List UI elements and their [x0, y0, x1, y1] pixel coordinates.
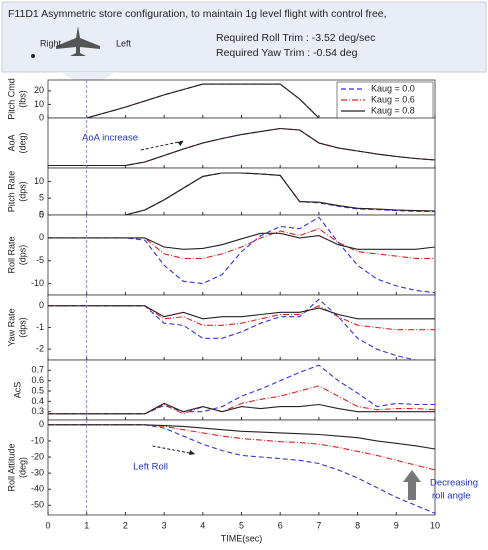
y-tick-label: 0	[39, 112, 44, 122]
y-tick-label: -5	[36, 255, 44, 265]
aircraft-icon	[56, 26, 100, 56]
y-tick-label: -20	[31, 451, 44, 461]
series-line	[48, 424, 436, 450]
y-tick-label: 10	[34, 99, 44, 109]
y-tick-label: 0.5	[31, 385, 44, 395]
annotation: AoA increase	[82, 133, 138, 144]
y-tick-label: -10	[31, 278, 44, 288]
x-tick-label: 1	[84, 520, 89, 530]
y-tick-label: -2	[36, 344, 44, 354]
series-line	[48, 385, 436, 415]
legend-label: Kaug = 0.8	[371, 105, 415, 115]
y-axis-label: (dps)	[17, 181, 27, 202]
y-axis-label: Pitch Rate	[6, 171, 16, 213]
series-line	[48, 127, 436, 167]
series-line	[48, 402, 435, 415]
x-tick-label: 2	[123, 520, 128, 530]
y-tick-label: -1	[36, 322, 44, 332]
y-tick-label: 0	[39, 419, 44, 429]
series-line	[48, 232, 436, 250]
x-tick-label: 7	[316, 520, 321, 530]
x-tick-label: 8	[355, 520, 360, 530]
annotation-arrow	[140, 140, 184, 151]
right-label: Right	[40, 38, 62, 48]
x-tick-label: 0	[45, 520, 50, 530]
y-axis-label: Roll Rate	[6, 236, 16, 273]
y-axis-label: (deg)	[17, 132, 27, 153]
plot-frame	[47, 167, 436, 216]
y-tick-label: 0.7	[31, 365, 44, 375]
legend-label: Kaug = 0.6	[371, 94, 415, 104]
y-axis-label: Roll Attitude	[6, 443, 16, 491]
y-tick-label: 0	[39, 232, 44, 242]
y-tick-label: 5	[39, 193, 44, 203]
y-axis-label: (lbs)	[17, 90, 27, 108]
x-tick-label: 6	[278, 520, 283, 530]
x-tick-label: 9	[394, 520, 399, 530]
series-line	[48, 228, 435, 259]
arrow-head	[177, 141, 184, 146]
y-axis-label: (dps)	[17, 245, 27, 266]
y-tick-label: 5	[39, 209, 44, 219]
y-tick-label: -50	[31, 500, 44, 510]
y-axis-label: (deg)	[17, 457, 27, 478]
annotation: Decreasing	[430, 478, 478, 489]
y-tick-label: 0	[39, 209, 44, 219]
x-tick-label: 3	[162, 520, 167, 530]
y-tick-label: -10	[31, 435, 44, 445]
x-axis-label: TIME(sec)	[221, 533, 263, 543]
left-label: Left	[116, 38, 132, 48]
x-tick-label: 4	[200, 520, 205, 530]
y-axis-label: AoA	[6, 134, 16, 151]
y-axis-label: AcS	[12, 382, 22, 399]
x-tick-label: 5	[239, 520, 244, 530]
gray-arrow	[403, 470, 421, 500]
plot-frame	[47, 419, 436, 516]
y-tick-label: 0.3	[31, 406, 44, 416]
y-axis-label: (dps)	[17, 317, 27, 338]
header-title: F11D1 Asymmetric store configuration, to…	[8, 8, 387, 20]
legend-label: Kaug = 0.0	[371, 83, 415, 93]
y-tick-label: -30	[31, 468, 44, 478]
annotation: roll angle	[432, 491, 471, 502]
plot-frame	[47, 359, 436, 421]
series-line	[48, 424, 436, 471]
store-dot	[31, 54, 35, 58]
y-axis-label: Yaw Rate	[6, 308, 16, 346]
arrow-head	[189, 450, 196, 455]
y-tick-label: 0.6	[31, 375, 44, 385]
annotation-arrow	[152, 445, 196, 455]
trim-text: Required Yaw Trim : -0.54 deg	[216, 47, 358, 59]
series-line	[48, 305, 435, 320]
y-tick-label: 0.4	[31, 396, 44, 406]
header-box	[1, 1, 487, 73]
series-line	[48, 305, 435, 331]
y-tick-label: 0	[39, 300, 44, 310]
y-tick-label: -40	[31, 484, 44, 494]
annotation: Left Roll	[133, 462, 168, 473]
y-tick-label: 20	[34, 85, 44, 95]
plot-frame	[47, 117, 436, 169]
y-tick-label: 10	[34, 176, 44, 186]
trim-text: Required Roll Trim : -3.52 deg/sec	[216, 32, 375, 44]
y-axis-label: Pitch Cmd	[6, 78, 16, 120]
x-tick-label: 10	[430, 520, 440, 530]
plot-frame	[47, 214, 436, 296]
